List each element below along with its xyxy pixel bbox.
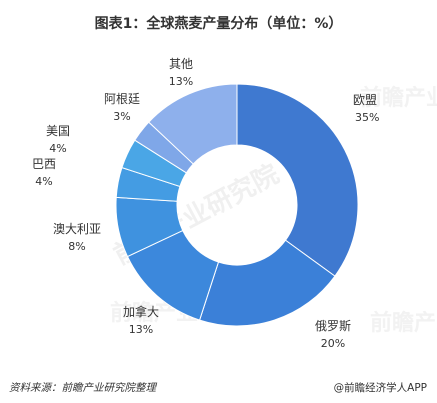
slice-percent: 35% — [355, 111, 379, 124]
donut-slice — [148, 83, 238, 165]
slice-percent: 20% — [321, 337, 345, 350]
chart-title: 图表1：全球燕麦产量分布（单位：%） — [94, 16, 343, 32]
slice-percent: 4% — [35, 175, 52, 188]
donut-slice — [236, 83, 359, 277]
slice-label: 美国 — [46, 124, 70, 138]
watermark-text-2: 前瞻产业研究院 — [360, 85, 437, 111]
slice-label: 俄罗斯 — [315, 319, 351, 333]
watermark-text-3: 前瞻产业研究院 — [370, 310, 437, 336]
slice-label: 巴西 — [32, 157, 56, 171]
slice-percent: 3% — [113, 110, 130, 123]
slice-label: 加拿大 — [123, 304, 159, 319]
slice-label: 其他 — [169, 57, 193, 71]
slice-percent: 8% — [68, 240, 85, 253]
slice-percent: 4% — [49, 142, 66, 155]
slice-percent: 13% — [129, 323, 153, 336]
brand-credit: @前瞻经济学人APP — [333, 382, 427, 394]
donut-slice — [198, 239, 336, 327]
slice-percent: 13% — [169, 75, 193, 88]
donut-labels: 欧盟 35% 俄罗斯 20% 加拿大 13% 澳大利亚 8% 巴西 4% 美国 4% 阿根廷 3% 其他 13… — [32, 57, 379, 350]
source-note: 资料来源：前瞻产业研究院整理 — [9, 382, 156, 394]
slice-label: 欧盟 — [353, 93, 377, 107]
slice-label: 澳大利亚 — [53, 222, 101, 236]
slice-label: 阿根廷 — [104, 92, 140, 106]
donut-slices — [115, 83, 359, 327]
